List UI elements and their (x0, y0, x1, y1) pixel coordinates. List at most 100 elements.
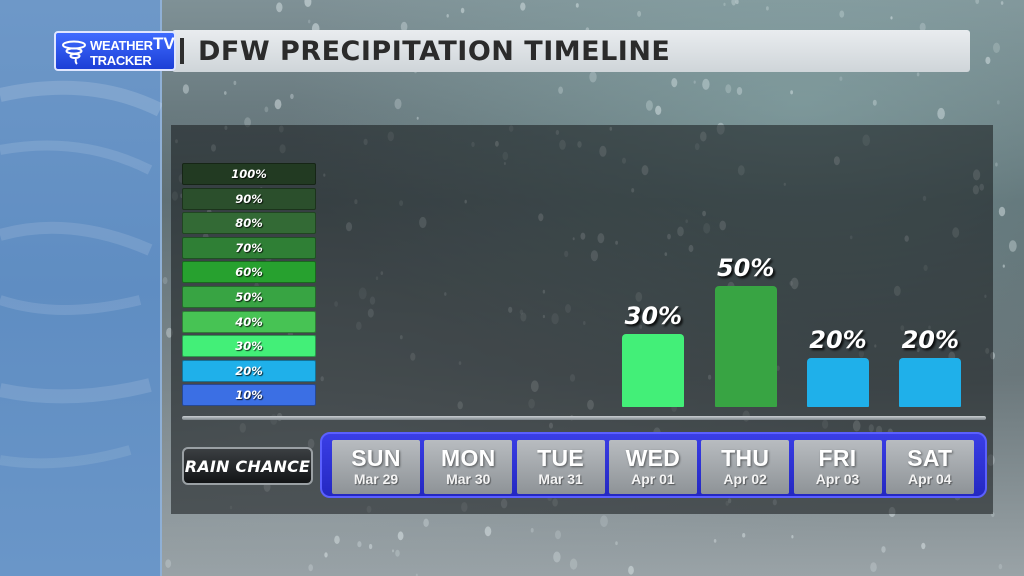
rain-drop (916, 72, 920, 77)
rain-drop (725, 84, 732, 94)
logo-text-tv: TV (153, 34, 175, 53)
rain-drop (1000, 1, 1004, 5)
rain-drop (308, 19, 311, 24)
rain-drop (162, 277, 168, 285)
rain-drop (182, 84, 189, 94)
rain-drop (735, 0, 739, 5)
rain-drop (400, 21, 408, 32)
rain-drop (569, 558, 578, 570)
rain-drop (736, 87, 743, 95)
bar-value-label: 20% (901, 326, 960, 355)
rain-drop (937, 107, 945, 120)
rain-drop (870, 562, 877, 572)
rain-drop (558, 86, 563, 94)
rain-drop (460, 7, 465, 14)
day-name: SAT (907, 445, 953, 471)
rain-chance-label: RAIN CHANCE (182, 447, 313, 485)
rain-drop (1008, 240, 1017, 252)
day-name: TUE (537, 445, 585, 471)
rain-drop (637, 10, 642, 17)
rain-drop (839, 10, 845, 18)
legend-item: 20% (182, 359, 316, 382)
rain-drop (165, 559, 172, 568)
title-separator (180, 38, 184, 64)
rain-drop (324, 552, 328, 558)
rain-drop (274, 99, 282, 110)
rain-drop (600, 515, 608, 527)
bar-value-label: 50% (716, 253, 775, 282)
bar-fri (807, 358, 869, 407)
rain-drop (645, 100, 653, 111)
legend-item: 80% (182, 212, 316, 235)
day-name: THU (721, 445, 770, 471)
rain-drop (520, 2, 526, 11)
rain-drop (397, 531, 404, 541)
rain-drop (423, 518, 429, 527)
rain-drop (993, 42, 1000, 53)
chart-baseline (182, 416, 986, 420)
rain-drop (304, 0, 312, 7)
rain-drop (264, 106, 269, 113)
day-date: Mar 31 (538, 471, 583, 487)
day-date: Apr 01 (631, 471, 675, 487)
legend-item: 10% (182, 384, 316, 407)
weather-tracker-logo: WEATHER TRACKER TV (54, 31, 176, 71)
day-cell-thu: THU Apr 02 (701, 440, 790, 494)
bar-thu (714, 285, 777, 407)
rain-drop (224, 91, 227, 95)
rain-drop (998, 563, 1003, 570)
day-cell-mon: MON Mar 30 (424, 440, 513, 494)
rain-drop (890, 16, 893, 20)
legend-item: 70% (182, 236, 316, 259)
legend-item: 60% (182, 261, 316, 284)
day-name: FRI (818, 445, 857, 471)
day-cell-fri: FRI Apr 03 (793, 440, 882, 494)
rain-drop (881, 546, 886, 553)
rain-drop (693, 80, 696, 84)
rain-drop (713, 539, 717, 543)
rain-drop (790, 90, 793, 95)
rain-drop (276, 2, 283, 13)
rain-drop (723, 2, 726, 6)
rain-drop (446, 14, 449, 18)
bar-value-label: 30% (624, 302, 683, 331)
legend-item: 100% (182, 163, 316, 185)
rain-drop (839, 76, 843, 81)
rain-drop (975, 0, 980, 4)
tornado-icon (62, 40, 86, 65)
logo-text-tracker: TRACKER (90, 53, 152, 68)
rain-drop (530, 528, 534, 533)
day-cell-sun: SUN Mar 29 (332, 440, 420, 494)
rain-drop (615, 541, 618, 546)
rain-drop (392, 549, 394, 553)
rain-drop (919, 22, 926, 32)
rain-drop (996, 100, 1000, 105)
rain-drop (368, 543, 373, 550)
rain-drop (244, 117, 252, 128)
rain-drop (995, 162, 998, 167)
day-cell-tue: TUE Mar 31 (516, 440, 605, 494)
legend-item: 40% (182, 310, 316, 333)
color-legend: 100% 90% 80% 70% 60% 50% 40% 30% 20% 10% (182, 163, 316, 409)
day-name: MON (441, 445, 496, 471)
title-bar: DFW PRECIPITATION TIMELINE (172, 30, 970, 72)
legend-item: 30% (182, 335, 316, 358)
rain-drop (484, 526, 492, 537)
rain-drop (742, 533, 746, 538)
page-title: DFW PRECIPITATION TIMELINE (198, 35, 671, 67)
day-cell-wed: WED Apr 01 (608, 440, 697, 494)
rain-drop (575, 3, 579, 8)
rain-drop (233, 80, 237, 86)
rain-drop (731, 0, 737, 6)
rain-drop (766, 6, 769, 11)
rain-drop (334, 535, 340, 544)
rain-drop (357, 541, 362, 548)
rain-drop (415, 573, 418, 576)
legend-item: 90% (182, 187, 316, 210)
day-strip: SUN Mar 29 MON Mar 30 TUE Mar 31 WED Apr 01 THU A… (320, 432, 987, 498)
rain-drop (308, 564, 314, 572)
day-name: WED (625, 445, 681, 471)
rain-drop (553, 551, 561, 563)
day-date: Mar 29 (353, 471, 399, 487)
